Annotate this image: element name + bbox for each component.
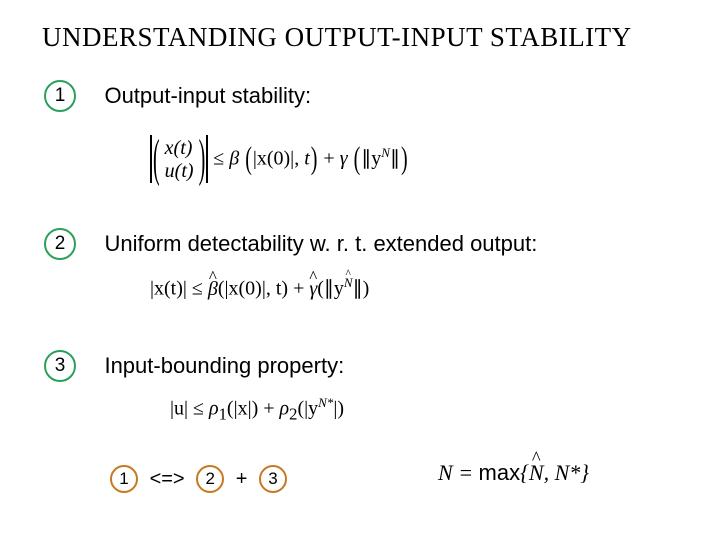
nmax-comma: , [544,460,555,485]
equation-1: ( x(t) u(t) ) ≤ β (|x(0)|, t) + γ (∥yN∥) [150,135,409,185]
eq3-arg2-pre: (|y [297,398,318,420]
item-3: 3 Input-bounding property: [44,350,344,382]
eq2-plus: + [293,278,309,300]
circle-2: 2 [44,228,76,260]
item-2: 2 Uniform detectability w. r. t. extende… [44,228,537,260]
item-2-label: Uniform detectability w. r. t. extended … [104,231,537,257]
eq2-gamma: γ [309,278,317,301]
eq1-t: t [304,148,310,170]
eq3-arg1: (|x|) [227,398,258,420]
n-max-definition: N = max{N, N*} [438,460,589,486]
bottom-plus: + [236,468,253,490]
eq3-sub1: 1 [219,405,227,424]
nmax-max: max [479,460,521,485]
bottom-circle-3: 3 [259,465,287,493]
item-1: 1 Output-input stability: [44,80,311,112]
nmax-rb: } [580,460,589,485]
eq1-y-sup: N [381,145,390,160]
eq3-arg2-post: |) [333,398,344,420]
eq2-lhs: |x(t)| ≤ [150,278,208,300]
eq1-y-pre: ∥y [361,148,381,170]
item-1-label: Output-input stability: [104,83,311,109]
equation-2: |x(t)| ≤ β(|x(0)|, t) + γ(∥yN∥) [150,275,369,301]
eq3-plus: + [263,398,279,420]
equation-3: |u| ≤ ρ1(|x|) + ρ2(|yN*|) [170,395,344,425]
equivalence-row: 1 <=> 2 + 3 [110,465,287,493]
eq3-rho2: ρ [280,398,290,420]
equiv-symbol: <=> [150,468,191,490]
nmax-Nstar: N* [555,460,581,485]
eq3-rho1: ρ [209,398,219,420]
eq2-y-pre: (∥y [317,278,344,300]
eq1-beta: β [229,148,239,170]
eq1-gamma: γ [340,148,348,170]
circle-1: 1 [44,80,76,112]
item-3-label: Input-bounding property: [104,353,344,379]
nmax-N: N [438,460,453,485]
eq3-lhs: |u| ≤ [170,398,209,420]
circle-3: 3 [44,350,76,382]
eq2-x0: (|x(0)|, t) [218,278,288,300]
eq1-op: ≤ [213,148,229,170]
eq1-x0: |x(0)| [253,148,294,170]
eq1-plus: + [323,148,339,170]
eq1-y-post: ∥ [390,148,400,170]
nmax-Nhat: N [529,460,544,486]
eq2-y-sup: N [344,275,353,291]
nmax-lb: { [520,460,529,485]
bottom-circle-1: 1 [110,465,138,493]
bottom-circle-2: 2 [196,465,224,493]
eq1-xt: x(t) [165,137,193,159]
slide-title: UNDERSTANDING OUTPUT-INPUT STABILITY [42,22,632,53]
eq3-arg2-sup: N* [318,395,333,410]
eq2-beta: β [208,278,218,301]
nmax-eq: = [453,460,479,485]
eq1-ut: u(t) [165,160,194,182]
eq2-y-post: ∥) [353,278,370,300]
